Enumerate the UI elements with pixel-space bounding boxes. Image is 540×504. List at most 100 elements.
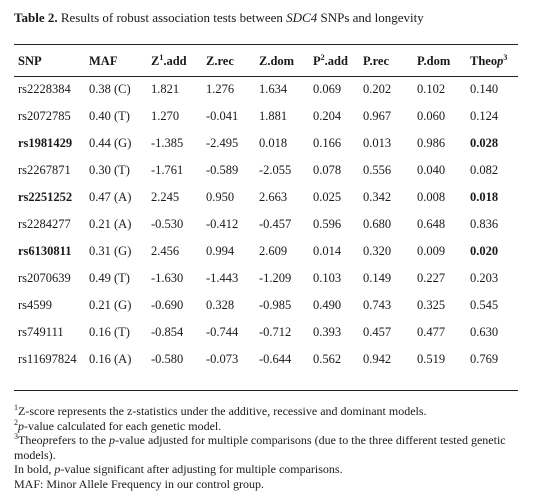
cell-p-add: 0.025	[313, 190, 342, 204]
cell-maf: 0.44 (G)	[89, 136, 132, 150]
table-row: rs1981429 0.44 (G) -1.385 -2.495 0.018 0.166 0…	[14, 130, 518, 157]
caption-text: Results of robust association tests betw…	[57, 10, 287, 25]
header-row: SNP MAF Z1.add Z.rec Z.dom P2.add P.rec …	[14, 46, 518, 76]
table-caption: Table 2. Results of robust association t…	[14, 10, 424, 26]
table-row: rs6130811 0.31 (G) 2.456 0.994 2.609 0.014 0.3…	[14, 238, 518, 265]
cell-z-dom: 1.881	[259, 109, 288, 123]
cell-z-add: 2.245	[151, 190, 180, 204]
cell-theop: 0.082	[470, 163, 499, 177]
cell-z-add: 1.821	[151, 82, 180, 96]
cell-z-dom: -1.209	[259, 271, 292, 285]
cell-z-dom: -0.644	[259, 352, 292, 366]
cell-p-add: 0.166	[313, 136, 342, 150]
cell-p-rec: 0.202	[363, 82, 392, 96]
bottom-rule	[14, 390, 518, 391]
cell-p-dom: 0.008	[417, 190, 446, 204]
cell-z-add: 1.270	[151, 109, 180, 123]
cell-z-rec: -2.495	[206, 136, 239, 150]
cell-p-dom: 0.102	[417, 82, 446, 96]
cell-p-rec: 0.013	[363, 136, 392, 150]
header-z-dom: Z.dom	[259, 53, 295, 68]
cell-p-rec: 0.556	[363, 163, 392, 177]
cell-z-rec: -0.744	[206, 325, 239, 339]
cell-z-add: -0.854	[151, 325, 184, 339]
cell-z-add: -0.580	[151, 352, 184, 366]
header-p-dom: P.dom	[417, 53, 451, 68]
cell-maf: 0.49 (T)	[89, 271, 130, 285]
cell-snp: rs2251252	[18, 190, 73, 204]
footnote-3: 3Theoprefers to the p-value adjusted for…	[14, 432, 506, 462]
maf-note: MAF: Minor Allele Frequency in our contr…	[14, 476, 264, 491]
cell-theop: 0.020	[470, 244, 499, 258]
cell-snp: rs2228384	[18, 82, 71, 96]
table-row: rs2284277 0.21 (A) -0.530 -0.412 -0.457 0.596…	[14, 211, 518, 238]
cell-maf: 0.31 (G)	[89, 244, 132, 258]
cell-p-dom: 0.060	[417, 109, 446, 123]
cell-maf: 0.21 (G)	[89, 298, 132, 312]
cell-p-dom: 0.227	[417, 271, 446, 285]
cell-theop: 0.028	[470, 136, 499, 150]
cell-z-rec: 0.950	[206, 190, 235, 204]
cell-z-dom: -2.055	[259, 163, 292, 177]
cell-z-rec: -0.073	[206, 352, 239, 366]
table-row: rs749111 0.16 (T) -0.854 -0.744 -0.712 0.393 0…	[14, 319, 518, 346]
cell-p-rec: 0.457	[363, 325, 392, 339]
top-rule	[14, 44, 518, 45]
cell-p-dom: 0.986	[417, 136, 446, 150]
table-row: rs11697824 0.16 (A) -0.580 -0.073 -0.644 0.56…	[14, 346, 518, 373]
cell-z-dom: -0.985	[259, 298, 292, 312]
cell-snp: rs749111	[18, 325, 64, 339]
cell-snp: rs2072785	[18, 109, 71, 123]
cell-p-add: 0.204	[313, 109, 342, 123]
caption-text-end: SNPs and longevity	[317, 10, 424, 25]
cell-snp: rs4599	[18, 298, 53, 312]
cell-p-dom: 0.325	[417, 298, 446, 312]
cell-maf: 0.40 (T)	[89, 109, 130, 123]
table-row: rs2228384 0.38 (C) 1.821 1.276 1.634 0.069 0.2…	[14, 76, 518, 103]
cell-theop: 0.545	[470, 298, 499, 312]
cell-snp: rs2267871	[18, 163, 71, 177]
cell-p-add: 0.014	[313, 244, 342, 258]
cell-z-dom: 0.018	[259, 136, 288, 150]
cell-theop: 0.630	[470, 325, 499, 339]
header-z-add: Z1.add	[151, 52, 187, 68]
table-row: rs2070639 0.49 (T) -1.630 -1.443 -1.209 0.103…	[14, 265, 518, 292]
cell-theop: 0.769	[470, 352, 499, 366]
cell-theop: 0.018	[470, 190, 499, 204]
cell-z-dom: 2.609	[259, 244, 288, 258]
cell-p-add: 0.562	[313, 352, 342, 366]
cell-p-add: 0.393	[313, 325, 342, 339]
table-row: rs2267871 0.30 (T) -1.761 -0.589 -2.055 0.078…	[14, 157, 518, 184]
cell-p-rec: 0.942	[363, 352, 392, 366]
cell-p-add: 0.596	[313, 217, 342, 231]
cell-p-rec: 0.320	[363, 244, 392, 258]
cell-z-dom: -0.712	[259, 325, 292, 339]
cell-p-dom: 0.009	[417, 244, 446, 258]
cell-maf: 0.47 (A)	[89, 190, 132, 204]
header-theop: Theop3	[470, 52, 508, 68]
cell-z-dom: 1.634	[259, 82, 288, 96]
cell-p-rec: 0.342	[363, 190, 392, 204]
cell-z-rec: 0.994	[206, 244, 235, 258]
cell-p-add: 0.490	[313, 298, 342, 312]
header-z-rec: Z.rec	[206, 53, 234, 68]
cell-z-rec: -0.589	[206, 163, 239, 177]
cell-p-rec: 0.149	[363, 271, 392, 285]
cell-z-rec: -0.412	[206, 217, 239, 231]
header-p-add: P2.add	[313, 52, 348, 68]
header-p-rec: P.rec	[363, 53, 390, 68]
results-table: SNP MAF Z1.add Z.rec Z.dom P2.add P.rec …	[14, 46, 518, 373]
cell-p-dom: 0.648	[417, 217, 446, 231]
cell-z-add: -0.690	[151, 298, 184, 312]
cell-maf: 0.16 (T)	[89, 325, 130, 339]
cell-p-add: 0.078	[313, 163, 342, 177]
cell-snp: rs6130811	[18, 244, 72, 258]
header-maf: MAF	[89, 53, 118, 68]
cell-z-add: -1.761	[151, 163, 184, 177]
cell-z-add: 2.456	[151, 244, 180, 258]
cell-z-rec: -1.443	[206, 271, 239, 285]
table-label: Table 2.	[14, 10, 58, 25]
cell-p-dom: 0.040	[417, 163, 446, 177]
cell-z-dom: -0.457	[259, 217, 292, 231]
cell-p-add: 0.069	[313, 82, 342, 96]
